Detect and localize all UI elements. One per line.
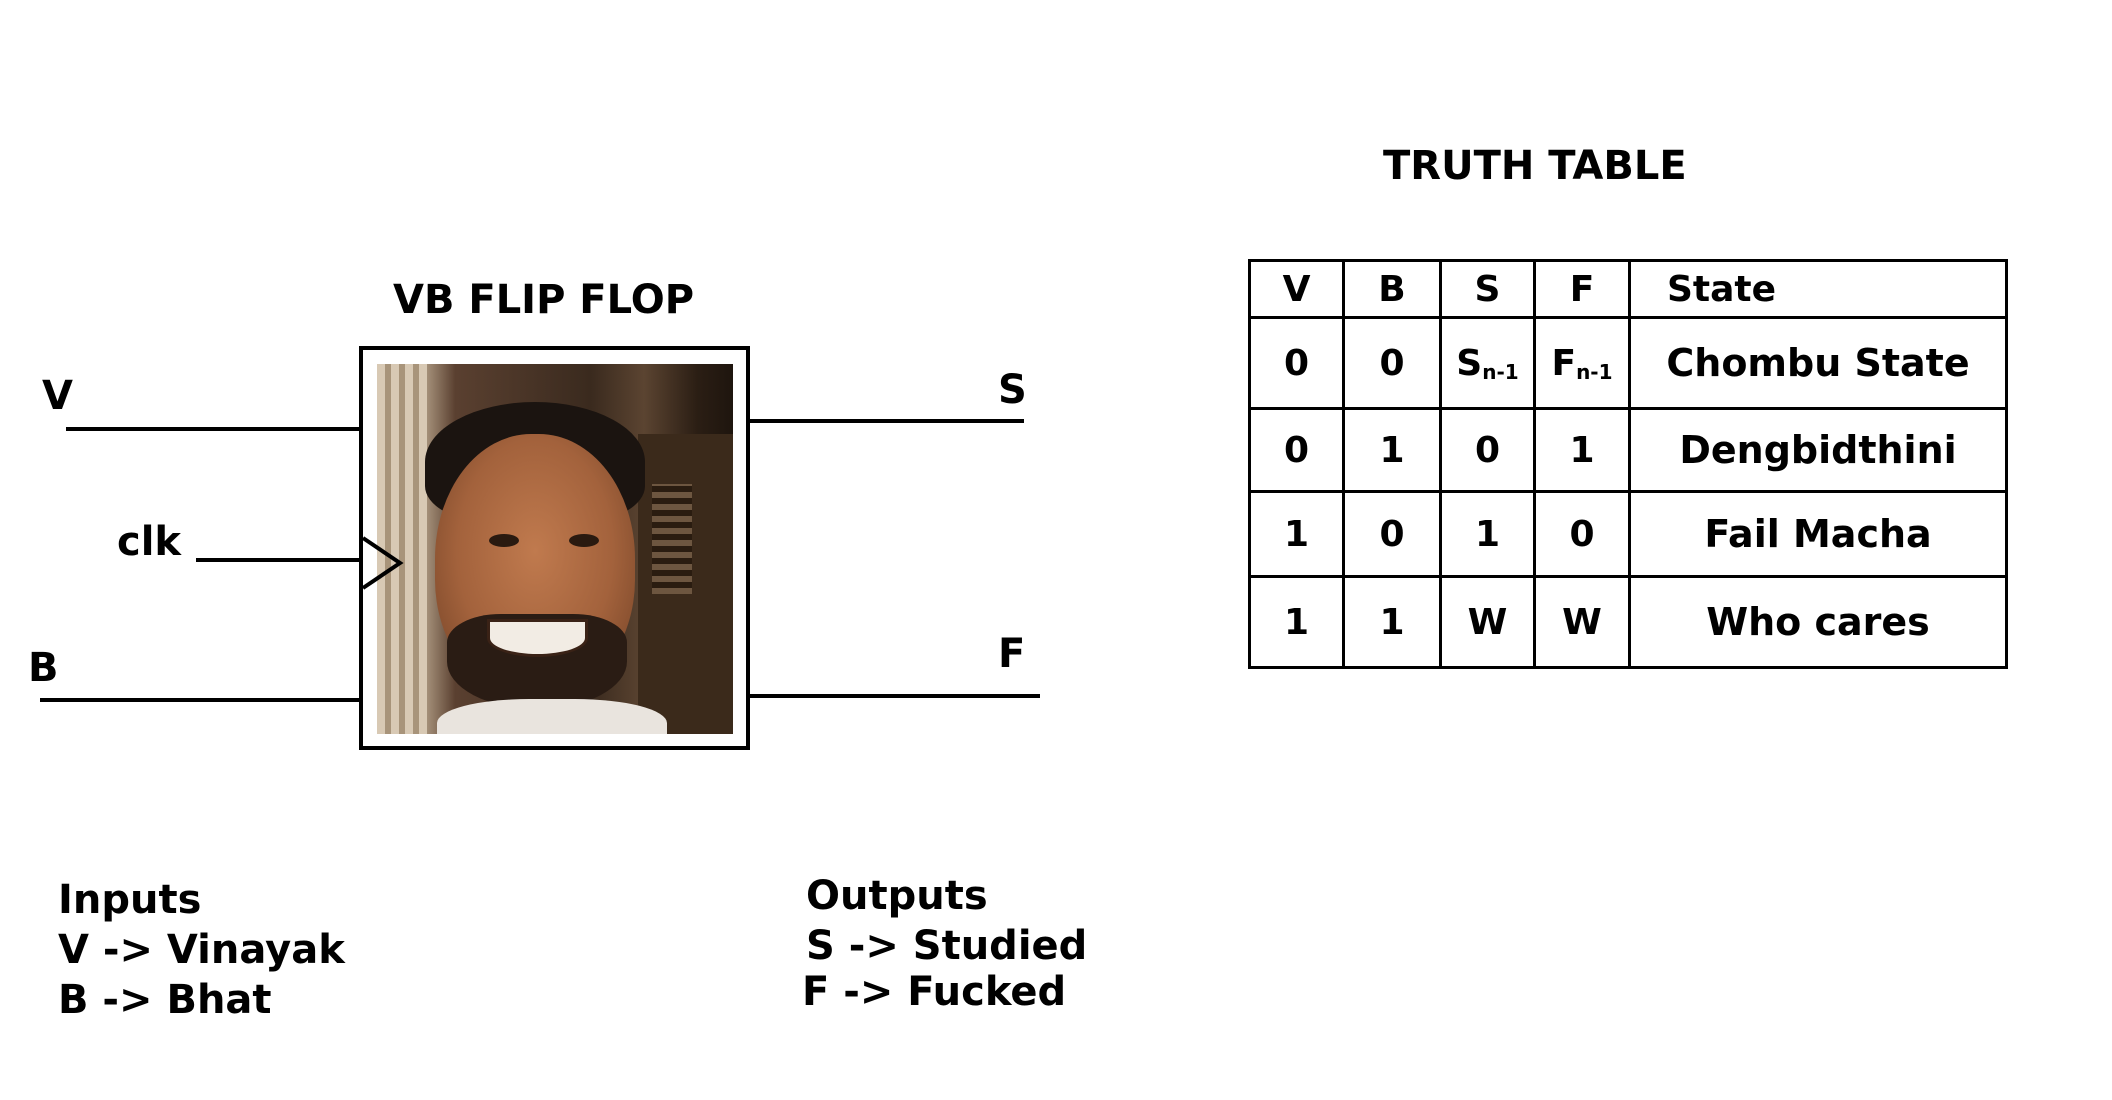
cell-v: 1 <box>1248 575 1345 669</box>
header-v: V <box>1248 259 1345 319</box>
truth-table-title: TRUTH TABLE <box>1383 143 1687 189</box>
cell-state: Chombu State <box>1628 316 2008 410</box>
photo-curtain <box>377 364 427 734</box>
cell-f-subscript: n-1 <box>1576 359 1613 384</box>
cell-s-main: S <box>1456 342 1483 384</box>
input-label-b: B <box>28 645 59 691</box>
header-f: F <box>1533 259 1631 319</box>
cell-v: 1 <box>1248 490 1345 578</box>
cell-s-subscript: n-1 <box>1482 359 1519 384</box>
cell-f: 0 <box>1533 490 1631 578</box>
cell-state: Fail Macha <box>1628 490 2008 578</box>
inputs-line-b: B -> Bhat <box>58 977 272 1023</box>
table-row: 0 0 Sn-1 Fn-1 Chombu State <box>1248 316 2008 410</box>
output-label-s: S <box>998 367 1027 413</box>
cell-v: 0 <box>1248 407 1345 493</box>
cell-state: Dengbidthini <box>1628 407 2008 493</box>
outputs-line-s: S -> Studied <box>806 923 1088 969</box>
table-row: 1 1 W W Who cares <box>1248 575 2008 669</box>
table-row: 1 0 1 0 Fail Macha <box>1248 490 2008 578</box>
truth-table: V B S F State 0 0 Sn-1 Fn-1 Chombu State… <box>1248 259 2008 669</box>
inputs-heading: Inputs <box>58 877 202 923</box>
input-label-v: V <box>42 373 73 419</box>
flip-flop-box <box>359 346 750 750</box>
cell-state: Who cares <box>1628 575 2008 669</box>
cell-f: 1 <box>1533 407 1631 493</box>
inputs-line-v: V -> Vinayak <box>58 927 345 973</box>
output-label-f: F <box>998 631 1026 677</box>
photo-left-eye <box>489 534 519 547</box>
photo-door <box>638 434 733 734</box>
table-row: 0 1 0 1 Dengbidthini <box>1248 407 2008 493</box>
truth-table-header-row: V B S F State <box>1248 259 2008 319</box>
cell-s: 0 <box>1439 407 1536 493</box>
cell-f: Fn-1 <box>1533 316 1631 410</box>
outputs-heading: Outputs <box>806 873 988 919</box>
photo-smile <box>487 619 588 657</box>
cell-b: 1 <box>1342 575 1442 669</box>
input-label-clk: clk <box>117 519 182 565</box>
header-state: State <box>1628 259 2008 319</box>
cell-s: Sn-1 <box>1439 316 1536 410</box>
photo-door-window <box>652 484 692 594</box>
cell-b: 0 <box>1342 316 1442 410</box>
cell-s: 1 <box>1439 490 1536 578</box>
portrait-photo <box>377 364 733 734</box>
photo-right-eye <box>569 534 599 547</box>
outputs-line-f: F -> Fucked <box>802 969 1067 1015</box>
header-b: B <box>1342 259 1442 319</box>
cell-b: 0 <box>1342 490 1442 578</box>
cell-f-main: F <box>1551 342 1577 384</box>
flip-flop-title: VB FLIP FLOP <box>393 277 695 323</box>
cell-s: W <box>1439 575 1536 669</box>
cell-b: 1 <box>1342 407 1442 493</box>
photo-shirt <box>437 699 667 734</box>
cell-f: W <box>1533 575 1631 669</box>
header-s: S <box>1439 259 1536 319</box>
cell-v: 0 <box>1248 316 1345 410</box>
